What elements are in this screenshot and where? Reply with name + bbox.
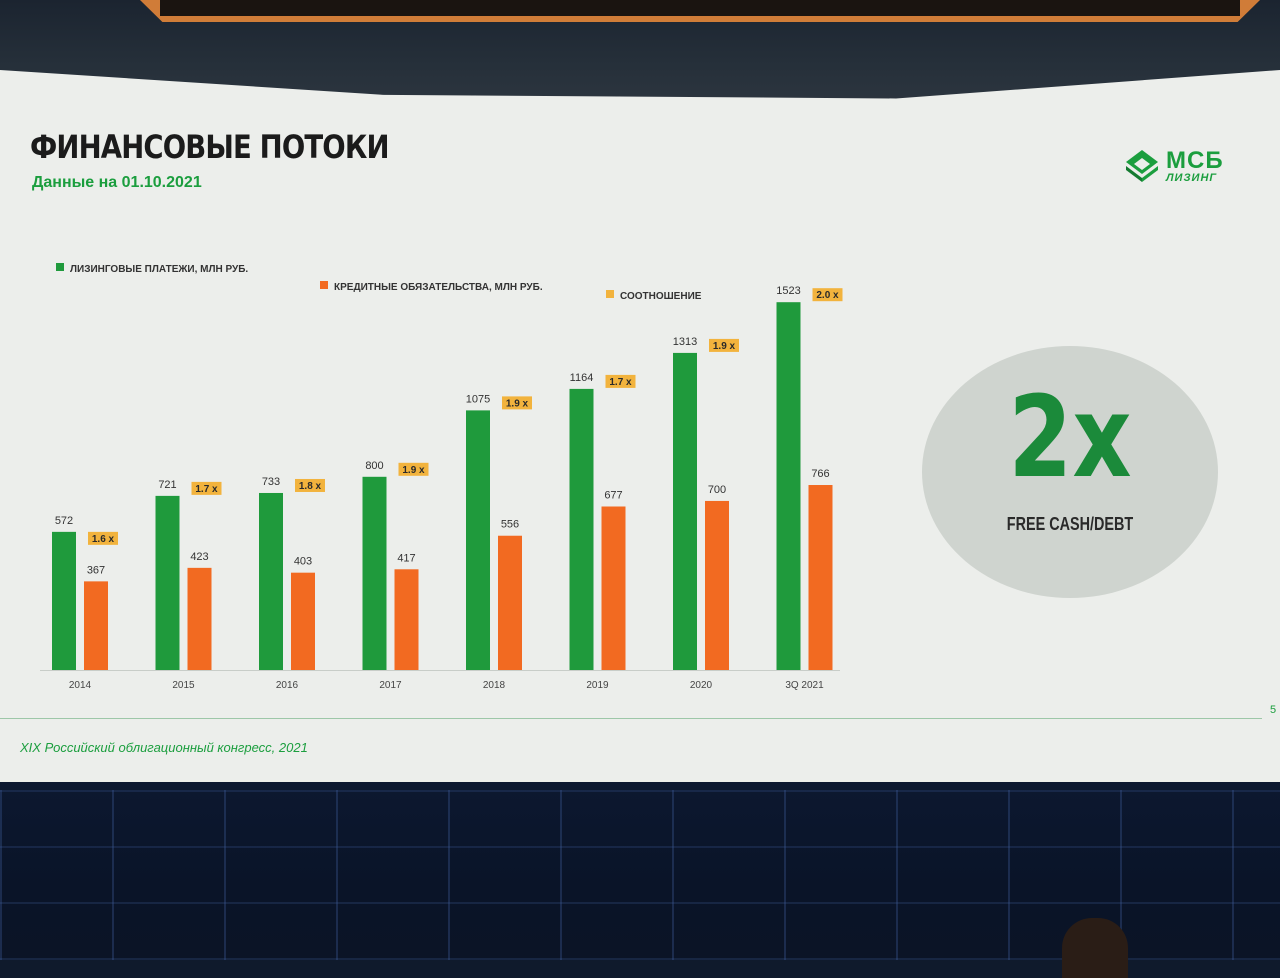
category-label: 2017: [379, 680, 402, 691]
bar-leasing-2014: [52, 531, 76, 670]
category-label: 2016: [276, 680, 299, 691]
bar-leasing-2017: [362, 476, 387, 670]
footer-text: XIX Российский облигационный конгресс, 2…: [20, 740, 308, 755]
category-label: 2019: [586, 680, 609, 691]
ratio-badge: [605, 374, 636, 388]
highlight-value: 2x: [1008, 373, 1132, 503]
ratio-label: 1.9 x: [713, 341, 736, 352]
bar-credit-2016: [291, 572, 315, 670]
legend-label-2: КРЕДИТНЫЕ ОБЯЗАТЕЛЬСТВА, МЛН РУБ.: [334, 282, 543, 293]
ratio-label: 1.9 x: [506, 398, 529, 409]
value-label-leasing: 733: [262, 476, 280, 488]
ratio-badge: [502, 396, 532, 410]
value-label-leasing: 572: [55, 515, 73, 527]
category-label: 2018: [483, 680, 506, 691]
bar-credit-2019: [601, 506, 626, 670]
category-label: 2015: [172, 680, 195, 691]
ratio-label: 1.7 x: [195, 484, 218, 495]
footer-divider: [0, 718, 1262, 719]
bar-credit-2015: [187, 567, 212, 670]
value-label-leasing: 1164: [570, 372, 594, 384]
value-label-leasing: 800: [365, 460, 383, 472]
ratio-badge: [398, 462, 429, 476]
category-label: 2020: [690, 680, 713, 691]
highlight-circle: [922, 346, 1218, 598]
value-label-leasing: 1523: [776, 285, 800, 297]
bar-credit-2017: [394, 569, 419, 670]
slide-subtitle: Данные на 01.10.2021: [32, 174, 202, 191]
ratio-badge: [709, 338, 739, 352]
value-label-credit: 556: [501, 519, 519, 531]
company-logo: МСБ ЛИЗИНГ: [1124, 148, 1224, 184]
legend-swatch-3: [606, 290, 614, 298]
ratio-label: 1.8 x: [299, 481, 322, 492]
page-number: 5: [1270, 704, 1277, 716]
bar-leasing-2015: [155, 495, 180, 670]
value-label-leasing: 1313: [673, 336, 697, 348]
bar-credit-2018: [498, 535, 522, 670]
value-label-credit: 423: [190, 551, 208, 563]
bar-leasing-2020: [673, 352, 697, 670]
ratio-label: 1.9 x: [402, 465, 425, 476]
highlight-caption: FREE CASH/DEBT: [1006, 514, 1134, 534]
ratio-label: 1.7 x: [609, 377, 632, 388]
legend-swatch-1: [56, 263, 64, 271]
slide-title: ФИНАНСОВЫЕ ПОТОКИ: [30, 128, 390, 166]
bar-leasing-2019: [569, 388, 594, 670]
category-label: 3Q 2021: [785, 680, 824, 691]
value-label-credit: 403: [294, 556, 312, 568]
ratio-label: 2.0 x: [816, 290, 839, 301]
value-label-credit: 367: [87, 564, 105, 576]
bar-credit-2020: [705, 500, 729, 670]
logo-mark-icon: [1126, 150, 1158, 182]
legend-swatch-2: [320, 281, 328, 289]
legend-label-3: СООТНОШЕНИЕ: [620, 291, 702, 302]
logo-main-text: МСБ: [1166, 146, 1224, 174]
value-label-credit: 677: [604, 490, 622, 502]
ratio-badge: [295, 478, 325, 492]
ratio-badge: [812, 288, 843, 302]
bar-leasing-3Q2021: [776, 302, 801, 670]
logo-sub-text: ЛИЗИНГ: [1166, 171, 1218, 184]
value-label-credit: 417: [397, 552, 415, 564]
value-label-credit: 766: [811, 468, 829, 480]
ratio-badge: [191, 481, 222, 495]
value-label-leasing: 721: [158, 479, 176, 491]
value-label-leasing: 1075: [466, 393, 490, 405]
ratio-badge: [88, 531, 118, 545]
legend-label-1: ЛИЗИНГОВЫЕ ПЛАТЕЖИ, МЛН РУБ.: [70, 264, 248, 275]
stage-top-strip: [160, 0, 1240, 16]
bar-leasing-2016: [259, 492, 283, 670]
value-label-credit: 700: [708, 484, 726, 496]
bar-credit-3Q2021: [808, 485, 833, 670]
category-label: 2014: [69, 680, 92, 691]
ratio-label: 1.6 x: [92, 534, 115, 545]
bar-credit-2014: [84, 581, 108, 670]
bar-leasing-2018: [466, 410, 490, 670]
